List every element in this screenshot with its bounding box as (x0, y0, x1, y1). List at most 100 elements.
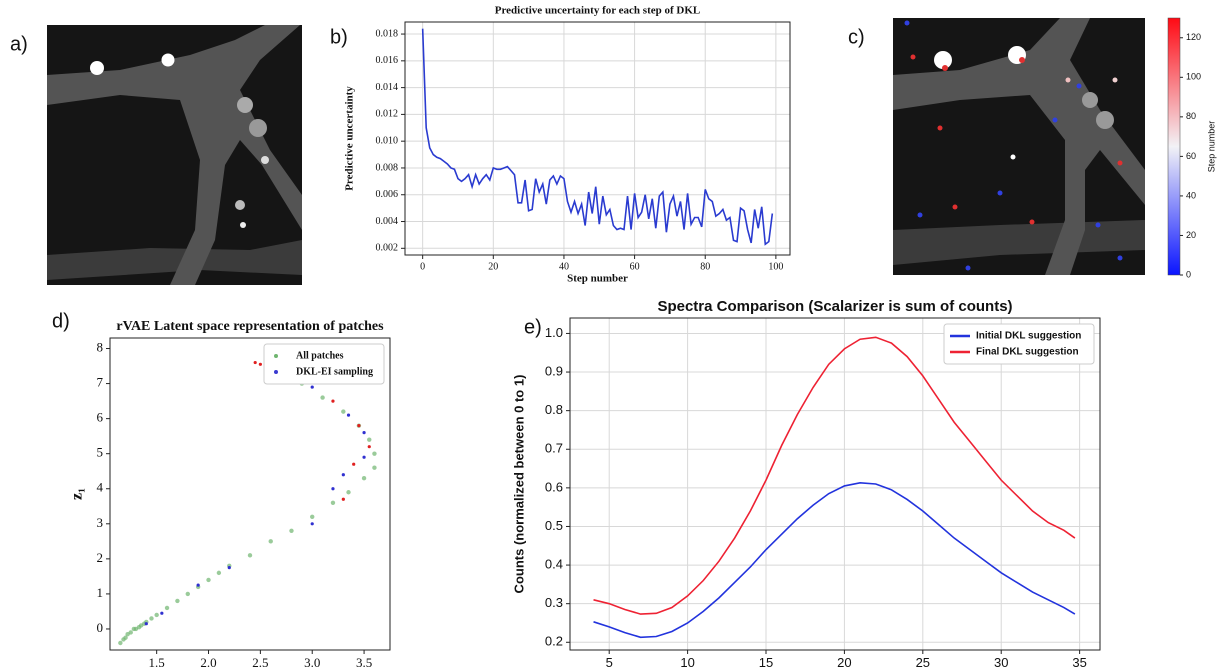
data-line (421, 28, 774, 246)
data-point (367, 437, 372, 442)
data-point (258, 362, 262, 366)
x-tick-label: 60 (630, 261, 640, 272)
panel-label: a) (10, 33, 28, 55)
x-tick-label: 10 (680, 655, 694, 670)
y-tick-label: 0.004 (376, 216, 399, 227)
x-tick-label: 30 (994, 655, 1008, 670)
colorbar-tick-label: 0 (1186, 269, 1191, 279)
panel-label: c) (848, 26, 865, 48)
x-tick-label: 3.0 (304, 655, 320, 670)
y-tick-label: 5 (97, 445, 104, 460)
legend-label: DKL-EI sampling (296, 366, 373, 377)
data-point (331, 487, 335, 491)
y-tick-label: 0.008 (376, 162, 399, 173)
x-tick-label: 100 (768, 261, 783, 272)
data-point (310, 522, 314, 526)
data-point (346, 490, 351, 495)
data-point (216, 570, 222, 576)
colorbar-tick-label: 100 (1186, 72, 1201, 82)
colorbar-tick-label: 80 (1186, 111, 1196, 121)
data-point (227, 566, 231, 570)
data-point (367, 445, 371, 449)
y-tick-label: 2 (97, 550, 104, 565)
data-point (123, 635, 128, 640)
plot-frame (569, 317, 1101, 651)
data-line (593, 482, 1076, 639)
y-tick-label: 1 (97, 585, 104, 600)
x-tick-label: 1.5 (149, 655, 165, 670)
data-point (341, 473, 345, 477)
legend-label: Final DKL suggestion (976, 347, 1079, 358)
data-point (247, 553, 253, 558)
x-tick-label: 20 (837, 655, 851, 670)
micrograph-a (47, 25, 302, 285)
data-point (144, 622, 148, 626)
data-point (128, 630, 133, 635)
data-point (154, 612, 159, 618)
chart-title: rVAE Latent space representation of patc… (116, 319, 384, 334)
y-axis-label: z₁ (69, 488, 86, 500)
data-point (149, 616, 154, 621)
data-point (175, 598, 180, 604)
data-point (372, 451, 377, 456)
x-tick-label: 25 (916, 655, 930, 670)
y-tick-label: 0.012 (376, 109, 399, 120)
x-tick-label: 3.5 (356, 655, 372, 670)
x-axis-label: Step number (567, 273, 628, 285)
colorbar-tick-label: 120 (1186, 32, 1201, 42)
data-point (352, 462, 356, 466)
data-point (341, 409, 346, 414)
data-point (320, 395, 325, 400)
x-tick-label: 2.5 (252, 655, 268, 670)
y-tick-label: 0.2 (545, 634, 563, 649)
chart-title: Predictive uncertainty for each step of … (495, 5, 701, 17)
colorbar-tick-label: 40 (1186, 190, 1196, 200)
x-tick-label: 20 (488, 261, 498, 272)
chart-title: Spectra Comparison (Scalarizer is sum of… (657, 298, 1012, 315)
x-tick-label: 35 (1072, 655, 1086, 670)
legend-label: All patches (296, 350, 344, 361)
data-point (330, 500, 336, 505)
data-point (361, 476, 367, 481)
y-tick-label: 3 (97, 515, 104, 530)
legend-box (263, 343, 385, 385)
data-point (289, 528, 294, 534)
colorbar-tick-label: 60 (1186, 151, 1196, 161)
y-tick-label: 0.4 (545, 557, 563, 572)
data-point (331, 399, 335, 403)
panel-label: b) (330, 26, 348, 48)
data-point (196, 583, 200, 587)
y-tick-label: 0.5 (545, 518, 563, 533)
x-tick-label: 40 (559, 261, 569, 272)
x-tick-label: 0 (420, 261, 425, 272)
data-point (160, 611, 164, 615)
y-tick-label: 0.7 (545, 441, 563, 456)
plot-frame (109, 337, 391, 651)
legend-label: Initial DKL suggestion (976, 331, 1081, 342)
y-tick-label: 0.014 (376, 82, 399, 93)
x-tick-label: 80 (700, 261, 710, 272)
y-tick-label: 8 (97, 340, 104, 355)
y-tick-label: 1.0 (545, 325, 563, 340)
data-point (185, 591, 190, 597)
legend-swatch (274, 370, 278, 374)
data-point (164, 605, 170, 611)
data-point (268, 539, 273, 544)
y-tick-label: 0.6 (545, 479, 563, 494)
y-axis-label: Counts (normalized between 0 to 1) (511, 375, 526, 594)
data-point (346, 413, 351, 417)
y-tick-label: 0.3 (545, 595, 563, 610)
y-tick-label: 0.8 (545, 402, 563, 417)
legend-swatch (274, 354, 278, 358)
data-line (593, 336, 1076, 615)
y-tick-label: 0.018 (376, 28, 399, 39)
data-point (310, 385, 314, 389)
plot-frame (404, 21, 791, 256)
data-point (118, 640, 123, 646)
panel-label: d) (52, 310, 70, 332)
y-tick-label: 7 (97, 375, 104, 390)
x-tick-label: 5 (606, 655, 613, 670)
data-point (372, 465, 377, 470)
y-tick-label: 0.016 (376, 55, 399, 66)
